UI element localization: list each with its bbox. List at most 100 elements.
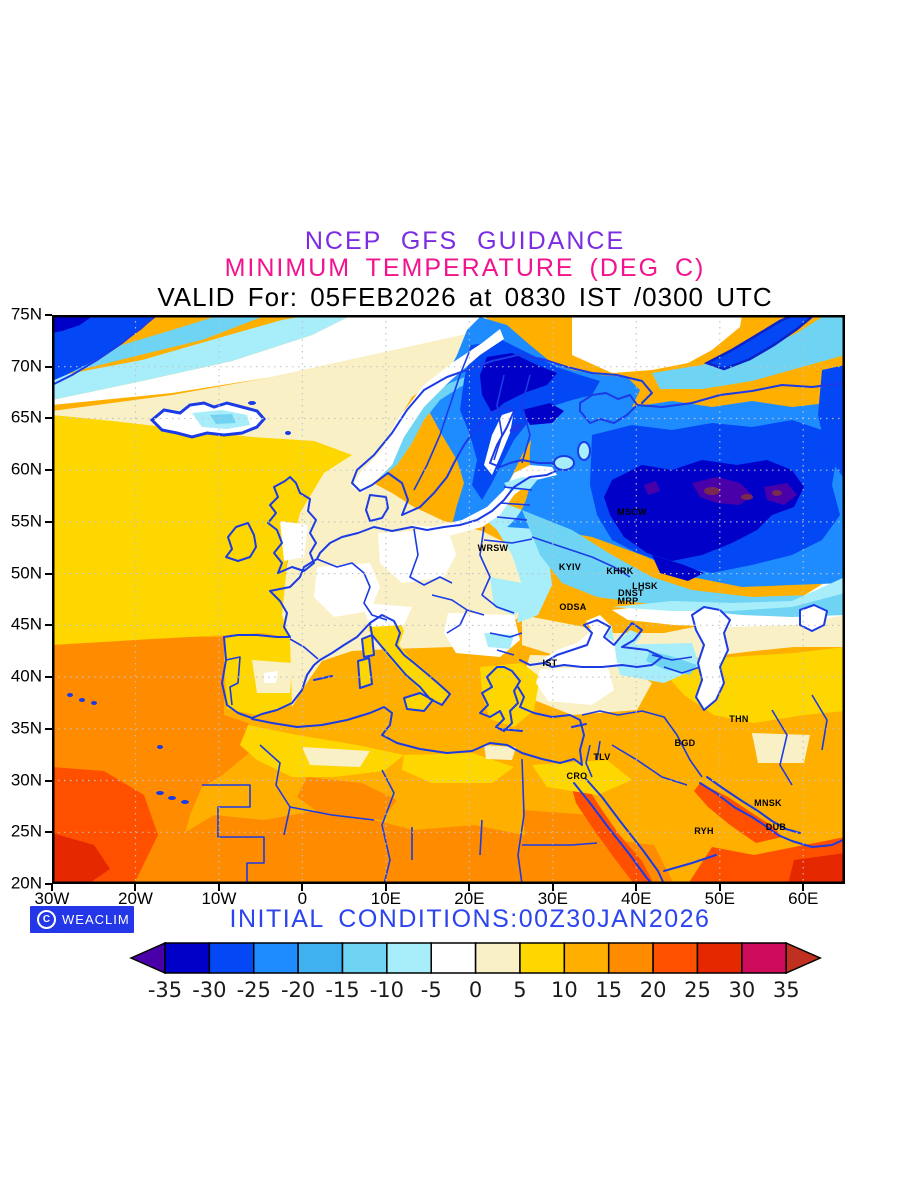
city-label-lhsk: LHSK <box>632 581 658 591</box>
lon-label: 0 <box>297 889 308 908</box>
legend-tick-label: 5 <box>513 978 526 1002</box>
city-label-cro: CRO <box>566 771 588 781</box>
page-title: NCEP GFS GUIDANCE <box>304 227 626 255</box>
lon-tick <box>51 884 53 891</box>
legend-tick-label: -15 <box>325 978 359 1002</box>
lat-label: 20N <box>10 873 42 893</box>
temperature-field-map <box>52 315 845 884</box>
lat-tick <box>45 314 52 316</box>
legend-tick-label: 30 <box>728 978 755 1002</box>
legend-tick-label: 10 <box>551 978 578 1002</box>
legend-tick-label: -30 <box>192 978 226 1002</box>
city-label-mscw: MSCW <box>617 507 647 517</box>
lat-label: 55N <box>10 511 42 531</box>
lat-tick <box>45 520 52 523</box>
lon-tick <box>468 884 471 891</box>
legend-tick-label: -5 <box>421 978 442 1002</box>
lon-tick <box>384 884 387 891</box>
lon-label: 20W <box>117 889 153 908</box>
lon-tick <box>134 884 137 891</box>
lon-label: 50E <box>704 889 735 908</box>
lat-label: 70N <box>10 356 42 376</box>
lat-tick <box>45 417 52 420</box>
legend-tick-label: 35 <box>773 978 800 1002</box>
legend-tick-label: -20 <box>281 978 315 1002</box>
legend-cell <box>208 942 255 974</box>
city-label-dnst: DNST <box>618 588 644 598</box>
header: NCEP GFS GUIDANCE MINIMUM TEMPERATURE (D… <box>60 227 870 312</box>
map-canvas: MSCW WRSW KYIV KHRK LHSK DNST MRP ODSA IST THN BGD… <box>52 315 845 884</box>
legend-cell <box>563 942 610 974</box>
city-label-mrp: MRP <box>617 596 639 606</box>
legend-cell <box>652 942 699 974</box>
lat-label: 60N <box>10 459 42 479</box>
legend-tick-label: 20 <box>640 978 667 1002</box>
legend-cell <box>386 942 432 974</box>
lat-tick <box>45 676 52 679</box>
lat-tick <box>45 727 52 730</box>
legend-right-arrow <box>785 941 823 975</box>
city-label-kyiv: KYIV <box>558 562 582 572</box>
lat-label: 25N <box>10 821 42 841</box>
city-label-wrsw: WRSW <box>477 543 509 553</box>
legend-cell <box>297 942 344 974</box>
initial-conditions-line: INITIAL CONDITIONS:00Z30JAN2026 <box>229 905 711 933</box>
legend-cell <box>519 942 566 974</box>
city-label-tlv: TLV <box>593 752 611 762</box>
lat-label: 65N <box>10 408 42 428</box>
legend-tick-label: 25 <box>684 978 711 1002</box>
map-frame <box>52 315 845 884</box>
legend-cell <box>607 942 654 974</box>
lat-label: 35N <box>10 718 42 738</box>
legend-tick-label: -35 <box>148 978 182 1002</box>
legend-cell <box>430 942 477 974</box>
city-label-bgd: BGD <box>674 738 696 748</box>
lon-tick <box>551 884 554 891</box>
legend-cell <box>474 942 521 974</box>
lon-label: 40E <box>621 889 652 908</box>
legend-tick-label: -25 <box>237 978 271 1002</box>
legend-cell <box>741 942 787 974</box>
valid-line: VALID For: 05FEB2026 at 0830 IST /0300 U… <box>157 282 773 312</box>
lat-label: 75N <box>10 304 42 324</box>
legend-cell <box>252 942 299 974</box>
lat-tick <box>45 883 52 885</box>
lon-tick <box>718 884 721 891</box>
lon-label: 60E <box>788 889 819 908</box>
weaclim-logo: C WEACLIM <box>30 906 134 933</box>
city-label-dub: DUB <box>765 822 787 832</box>
legend-tick-label: 0 <box>469 978 482 1002</box>
lat-label: 30N <box>10 770 42 790</box>
city-label-khrk: KHRK <box>606 566 634 576</box>
lat-label: 40N <box>10 666 42 686</box>
lon-label: 30E <box>537 889 568 908</box>
lon-tick <box>301 884 304 891</box>
lat-label: 45N <box>10 614 42 634</box>
lon-tick <box>802 884 805 891</box>
lon-label: 10E <box>370 889 402 908</box>
lon-label: 10W <box>201 889 237 908</box>
copyright-icon: C <box>37 910 56 929</box>
lat-tick <box>45 469 52 472</box>
legend-cell <box>164 942 211 974</box>
logo-label: WEACLIM <box>62 912 130 927</box>
city-label-ryh: RYH <box>694 826 714 836</box>
lat-tick <box>45 572 52 575</box>
lon-tick <box>635 884 638 891</box>
legend-cell <box>341 942 388 974</box>
city-label-ist: IST <box>542 658 558 668</box>
legend-tick-label: -10 <box>370 978 404 1002</box>
lon-tick <box>217 884 220 891</box>
lon-label: 20E <box>454 889 485 908</box>
city-label-thn: THN <box>729 714 749 724</box>
city-label-odsa: ODSA <box>559 602 587 612</box>
lon-label: 30W <box>34 889 70 908</box>
lat-tick <box>45 365 52 368</box>
city-label-mnsk: MNSK <box>754 798 782 808</box>
lat-tick <box>45 779 52 782</box>
lat-tick <box>45 831 52 834</box>
temperature-colorbar: -35 -30 -25 -20 -15 -10 -5 0 5 10 15 20 25 30 35 <box>129 941 823 1002</box>
lat-tick <box>45 624 52 627</box>
page-subtitle: MINIMUM TEMPERATURE (DEG C) <box>224 254 706 282</box>
